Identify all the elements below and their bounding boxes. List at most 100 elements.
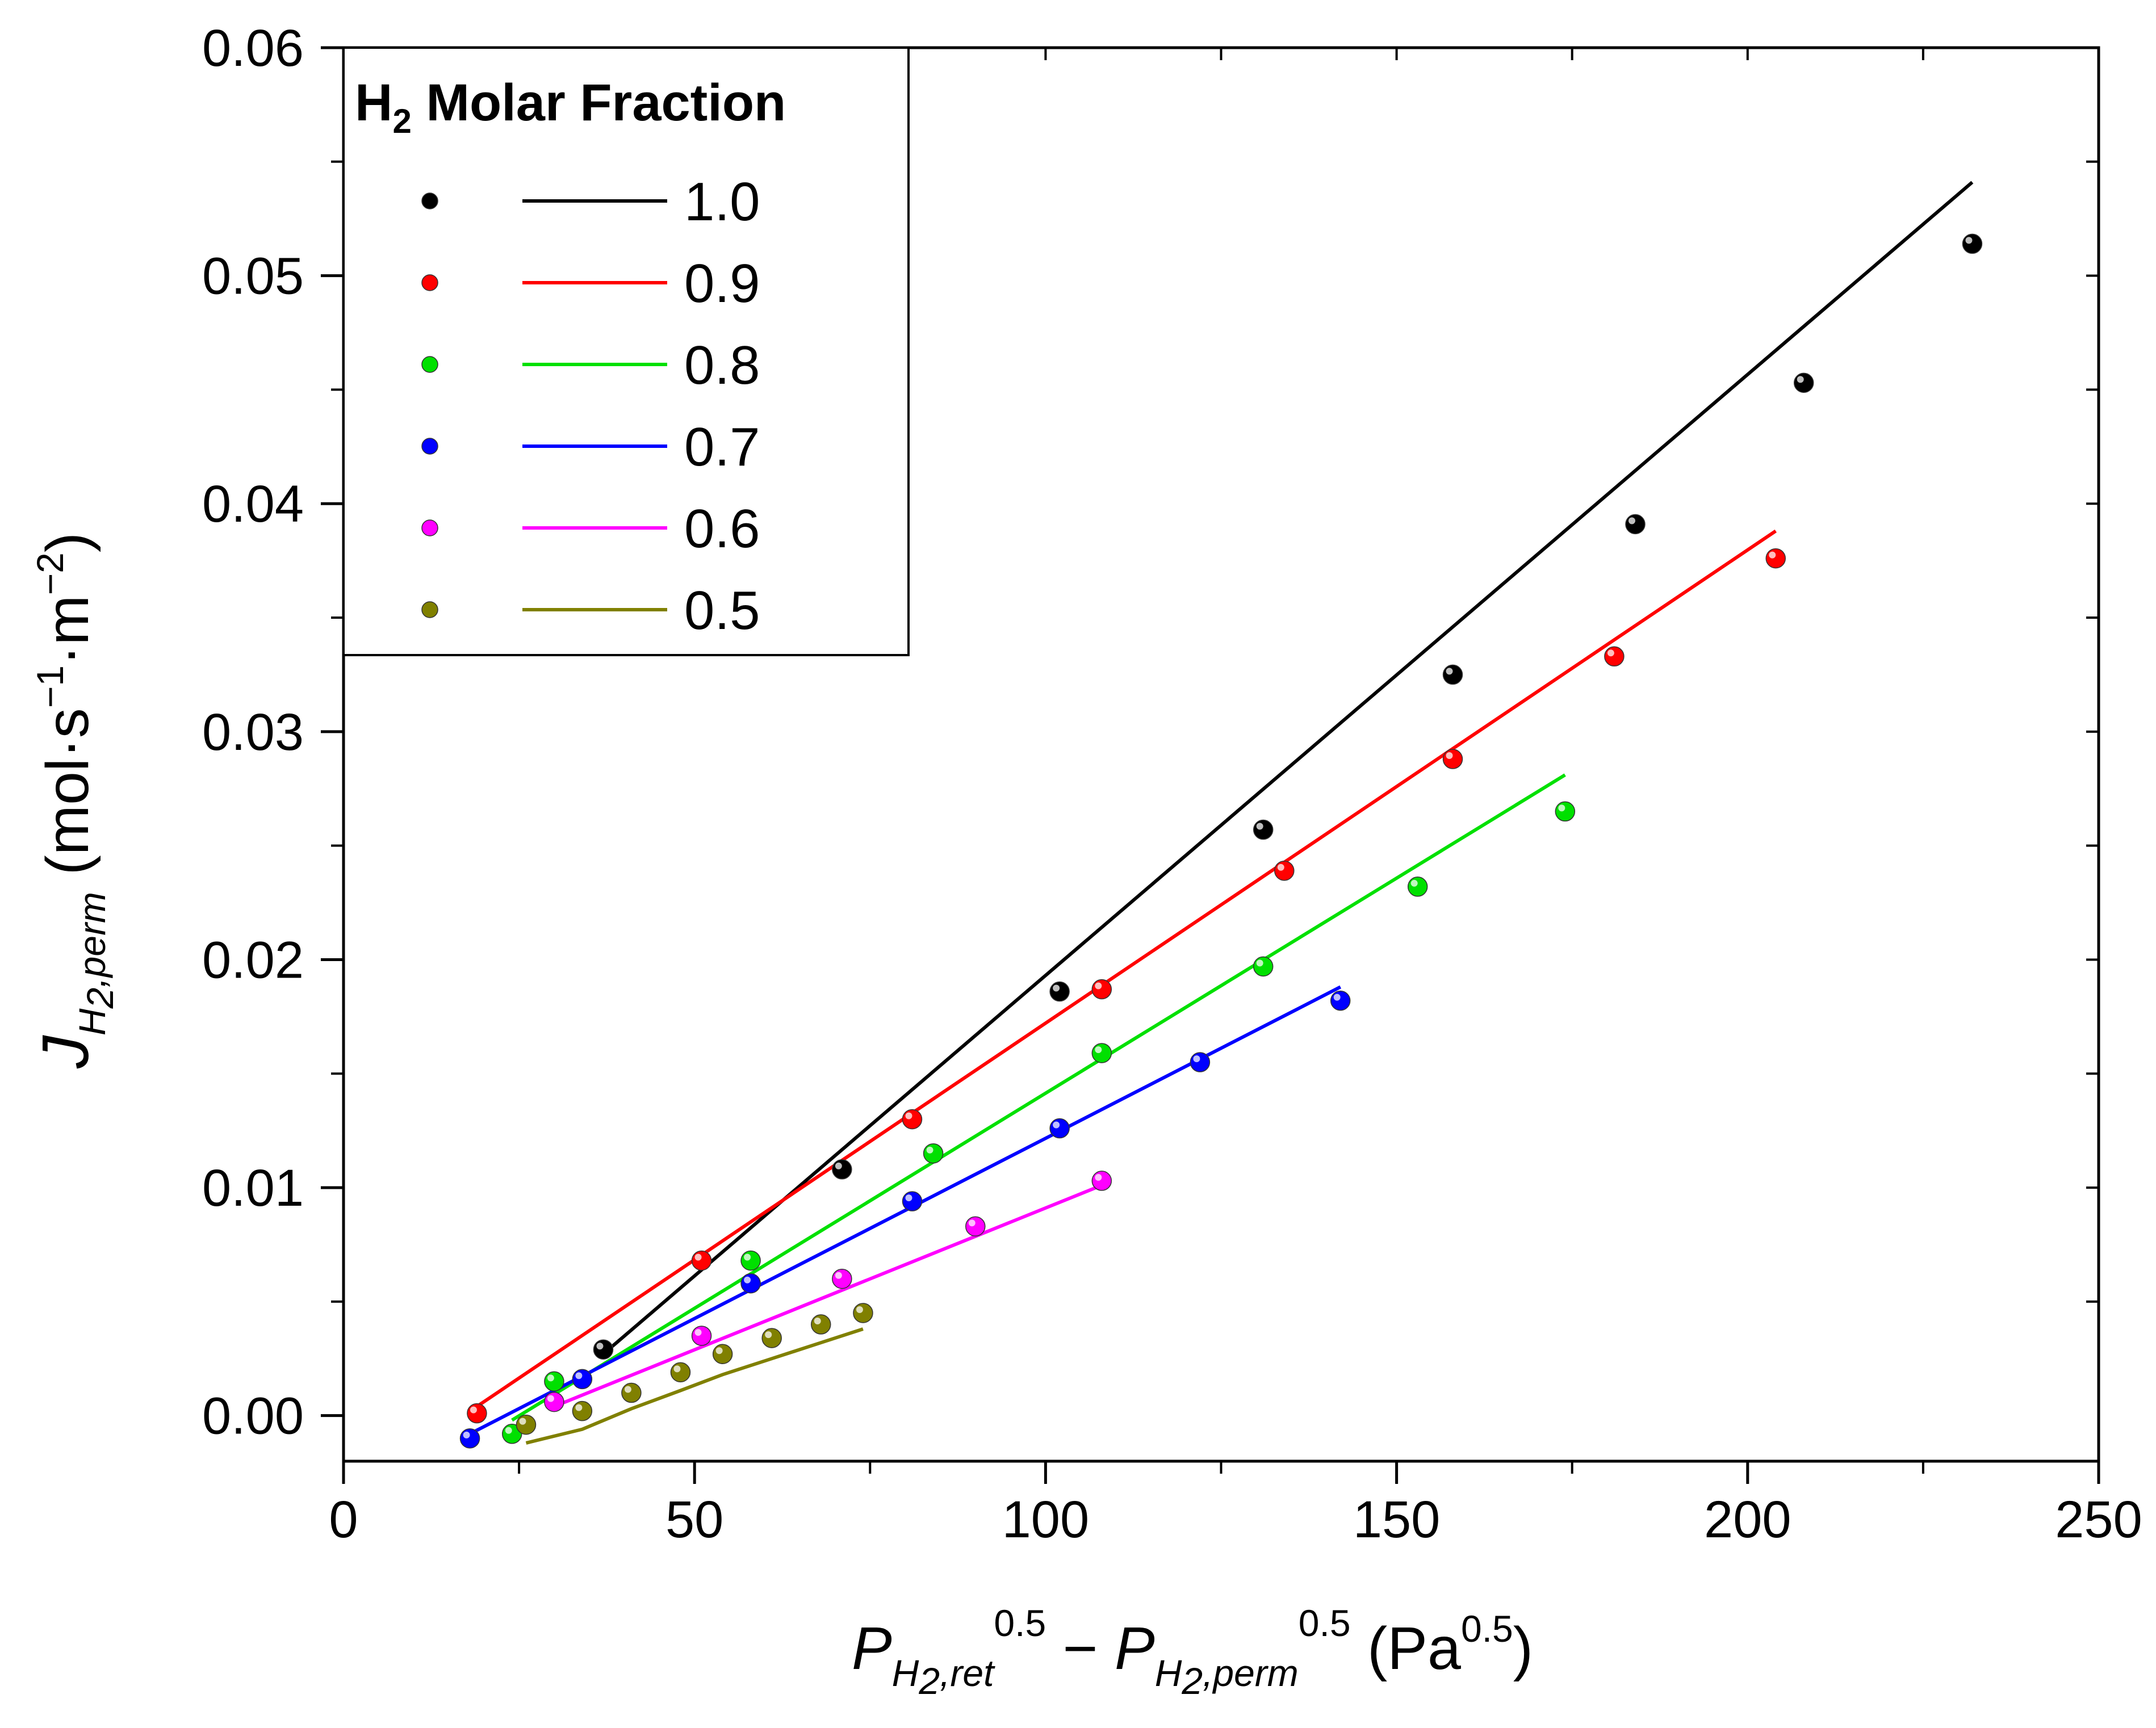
x-axis: 0 50 100 150 200 250 bbox=[329, 48, 2142, 1549]
fit-line-0.5 bbox=[525, 1327, 864, 1445]
x-tick-label: 0 bbox=[329, 1491, 358, 1549]
data-point-highlight bbox=[1256, 959, 1263, 967]
data-point-highlight bbox=[1053, 1121, 1060, 1129]
data-point-highlight bbox=[547, 1395, 554, 1402]
data-point-0.9 bbox=[1604, 646, 1625, 667]
legend-label-0.6: 0.6 bbox=[684, 498, 760, 559]
data-point-highlight bbox=[968, 1219, 976, 1227]
y-title-sup2: −2 bbox=[29, 552, 71, 595]
legend-label-0.5: 0.5 bbox=[684, 580, 760, 641]
x-title-unit-close: ) bbox=[1513, 1615, 1533, 1682]
x-title-sub2: H bbox=[1155, 1652, 1182, 1694]
data-point-0.8 bbox=[1555, 801, 1576, 822]
y-axis-title: JH2,perm (mol·s−1·m−2) bbox=[28, 532, 121, 1069]
data-point-highlight bbox=[1607, 649, 1614, 657]
x-title-unit-open: (Pa bbox=[1351, 1615, 1461, 1682]
y-title-sub-rest: ,perm bbox=[71, 892, 113, 988]
data-point-highlight bbox=[575, 1372, 583, 1379]
x-tick-label: 200 bbox=[1704, 1491, 1791, 1549]
data-points bbox=[459, 233, 1983, 1449]
data-point-1.0 bbox=[1253, 819, 1274, 840]
data-point-highlight bbox=[673, 1365, 681, 1373]
data-point-highlight bbox=[835, 1272, 842, 1279]
x-tick-label: 100 bbox=[1002, 1491, 1090, 1549]
y-tick-label: 0.06 bbox=[202, 19, 304, 77]
x-title-sup2: 0.5 bbox=[1299, 1602, 1351, 1644]
data-point-highlight bbox=[1628, 517, 1635, 525]
data-point-highlight bbox=[926, 1146, 933, 1154]
legend-box bbox=[342, 47, 910, 656]
x-title-sub2-small: 2 bbox=[1181, 1660, 1203, 1702]
data-point-1.0 bbox=[593, 1339, 614, 1360]
legend-title-sub: 2 bbox=[392, 102, 411, 140]
y-title-sub: H bbox=[71, 1008, 113, 1035]
legend-marker-0.6 bbox=[421, 519, 438, 536]
y-tick-label: 0.03 bbox=[202, 703, 304, 761]
data-point-0.7 bbox=[459, 1428, 480, 1449]
data-point-0.5 bbox=[811, 1314, 831, 1335]
data-point-highlight bbox=[1446, 752, 1453, 760]
fit-line-0.8 bbox=[511, 773, 1566, 1422]
data-point-highlight bbox=[1256, 823, 1263, 830]
data-point-highlight bbox=[519, 1417, 526, 1425]
data-point-0.6 bbox=[832, 1268, 852, 1289]
y-title-unit-close: ) bbox=[34, 532, 101, 552]
data-point-0.9 bbox=[1091, 979, 1112, 1000]
data-point-highlight bbox=[744, 1253, 751, 1261]
y-tick-label: 0.01 bbox=[202, 1159, 304, 1217]
data-point-0.5 bbox=[712, 1344, 733, 1364]
legend-marker-0.7 bbox=[421, 438, 438, 455]
legend-entries: 1.0 0.9 0.8 0.7 0.6 0.5 bbox=[421, 171, 760, 641]
data-point-highlight bbox=[765, 1331, 772, 1339]
data-point-1.0 bbox=[1049, 981, 1070, 1002]
x-title-sub1-small: 2 bbox=[918, 1660, 940, 1702]
data-point-0.9 bbox=[1274, 861, 1295, 881]
y-title-sup1: −1 bbox=[29, 665, 71, 708]
x-title-sub1: H bbox=[892, 1652, 919, 1694]
y-tick-label: 0.02 bbox=[202, 931, 304, 989]
legend-label-0.8: 0.8 bbox=[684, 335, 760, 396]
data-point-0.8 bbox=[544, 1371, 564, 1392]
data-point-1.0 bbox=[1442, 664, 1463, 685]
legend-label-1.0: 1.0 bbox=[684, 171, 760, 232]
data-point-highlight bbox=[856, 1306, 863, 1313]
data-point-highlight bbox=[596, 1343, 604, 1350]
data-point-highlight bbox=[1333, 993, 1341, 1001]
x-axis-title: PH2,ret0.5 − PH2,perm0.5 (Pa0.5) bbox=[852, 1602, 1533, 1702]
legend-marker-0.9 bbox=[421, 274, 438, 291]
y-title-unit: (mol·s bbox=[34, 708, 101, 892]
data-point-highlight bbox=[1410, 879, 1418, 887]
data-point-highlight bbox=[1558, 804, 1565, 812]
data-point-highlight bbox=[547, 1374, 554, 1382]
data-point-highlight bbox=[624, 1386, 631, 1393]
data-point-0.9 bbox=[902, 1109, 923, 1130]
data-point-0.6 bbox=[1091, 1171, 1112, 1191]
data-point-highlight bbox=[694, 1253, 702, 1261]
legend-label-0.9: 0.9 bbox=[684, 253, 760, 314]
x-title-sup1: 0.5 bbox=[994, 1602, 1046, 1644]
data-point-0.5 bbox=[516, 1414, 537, 1435]
y-tick-label: 0.00 bbox=[202, 1387, 304, 1445]
data-point-highlight bbox=[463, 1431, 470, 1438]
data-point-0.7 bbox=[902, 1191, 923, 1211]
y-title-sub-small: 2 bbox=[79, 988, 121, 1009]
legend-title: H2 Molar Fraction bbox=[355, 74, 786, 140]
data-point-1.0 bbox=[1962, 233, 1983, 254]
y-axis: 0.00 0.01 0.02 0.03 0.04 0.05 0.06 bbox=[202, 19, 2099, 1445]
fit-line-0.9 bbox=[476, 529, 1777, 1408]
data-point-0.7 bbox=[572, 1369, 593, 1390]
data-point-0.7 bbox=[1190, 1052, 1211, 1072]
data-point-0.8 bbox=[1253, 956, 1274, 977]
data-point-0.5 bbox=[572, 1400, 593, 1421]
x-tick-label: 250 bbox=[2055, 1491, 2142, 1549]
data-point-highlight bbox=[505, 1427, 512, 1434]
data-point-highlight bbox=[1277, 863, 1284, 871]
data-point-highlight bbox=[1053, 984, 1060, 992]
data-point-highlight bbox=[1797, 376, 1804, 383]
data-point-highlight bbox=[1965, 237, 1973, 244]
legend-marker-0.8 bbox=[421, 356, 438, 373]
x-title-unit-sup: 0.5 bbox=[1461, 1608, 1513, 1650]
data-point-0.7 bbox=[1049, 1118, 1070, 1139]
fit-line-0.7 bbox=[469, 985, 1342, 1436]
